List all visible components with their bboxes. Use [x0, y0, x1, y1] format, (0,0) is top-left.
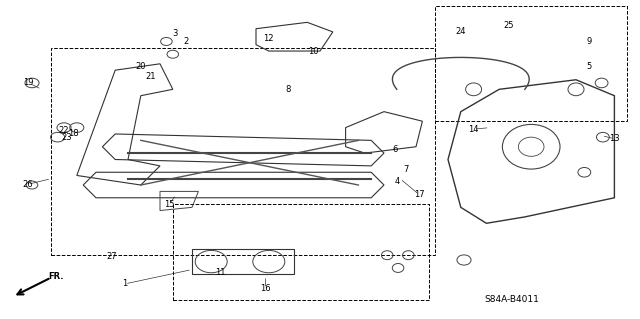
- Text: 24: 24: [456, 27, 466, 36]
- Text: 20: 20: [136, 63, 146, 71]
- Text: 26: 26: [22, 180, 33, 189]
- Text: 8: 8: [285, 85, 291, 94]
- Text: 16: 16: [260, 284, 271, 293]
- Text: 3: 3: [172, 29, 177, 38]
- Text: S84A-B4011: S84A-B4011: [484, 295, 540, 304]
- Text: 11: 11: [216, 268, 226, 277]
- Text: 1: 1: [122, 279, 127, 288]
- Text: 6: 6: [393, 145, 398, 154]
- Text: 23: 23: [62, 133, 72, 142]
- Text: 9: 9: [586, 37, 591, 46]
- Text: 5: 5: [586, 63, 591, 71]
- Text: 10: 10: [308, 47, 319, 56]
- Text: 4: 4: [394, 177, 399, 186]
- Text: 21: 21: [145, 72, 156, 81]
- Text: 12: 12: [264, 34, 274, 43]
- Text: 2: 2: [183, 37, 188, 46]
- Text: 13: 13: [609, 134, 620, 143]
- Text: 14: 14: [468, 125, 479, 134]
- Text: 25: 25: [504, 21, 514, 30]
- Text: FR.: FR.: [48, 272, 63, 281]
- Text: 22: 22: [59, 126, 69, 135]
- Text: 7: 7: [404, 165, 409, 174]
- Text: 27: 27: [107, 252, 117, 261]
- Text: 17: 17: [414, 190, 424, 199]
- Text: 18: 18: [68, 130, 79, 138]
- Text: 19: 19: [24, 78, 34, 87]
- Text: 15: 15: [164, 200, 175, 209]
